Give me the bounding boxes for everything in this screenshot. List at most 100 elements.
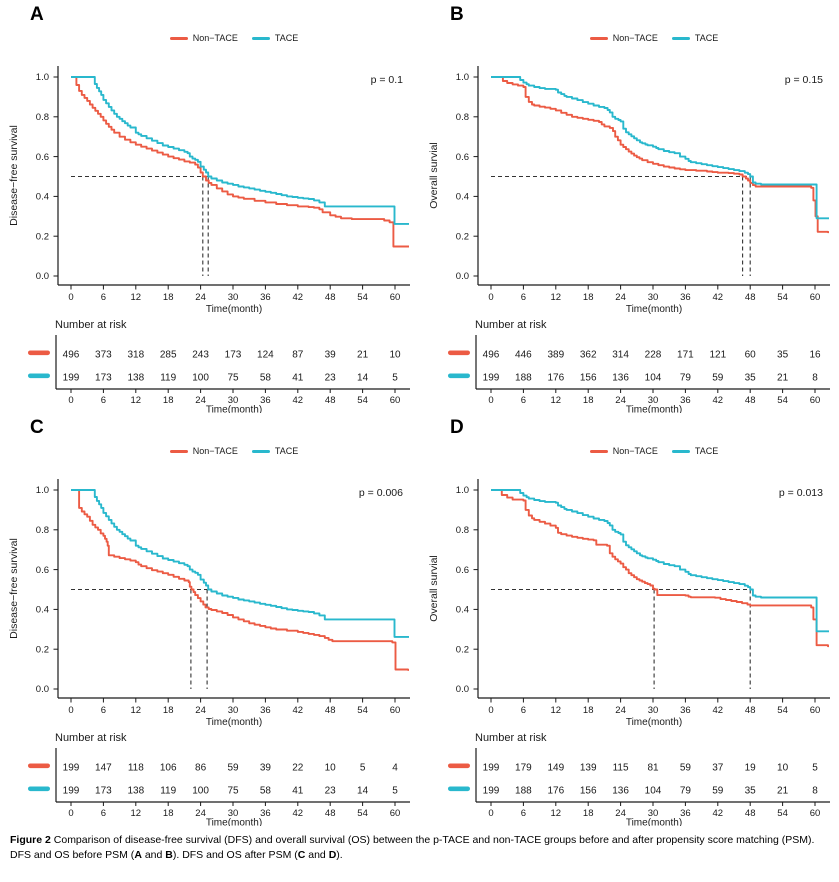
legend-swatch-non_tace [589, 36, 608, 40]
x-tick-label: 18 [163, 292, 174, 303]
risk-count: 228 [645, 350, 662, 361]
risk-x-tick-label: 12 [551, 808, 562, 819]
legend-label: Non−TACE [612, 446, 658, 456]
risk-count: 199 [63, 373, 80, 384]
y-tick-label: 1.0 [36, 72, 49, 83]
x-tick-label: 0 [68, 705, 73, 716]
risk-x-tick-label: 36 [260, 808, 271, 819]
x-tick-label: 6 [521, 705, 526, 716]
legend: Non−TACE TACE [58, 33, 410, 43]
y-tick-label: 0.0 [456, 271, 469, 282]
risk-x-tick-label: 42 [293, 395, 304, 406]
risk-count: 173 [95, 373, 112, 384]
risk-x-tick-label: 0 [68, 395, 73, 406]
risk-count: 41 [292, 373, 304, 384]
x-axis-title: Time(month) [626, 304, 682, 314]
x-tick-label: 6 [101, 705, 106, 716]
legend-label: Non−TACE [612, 33, 658, 43]
risk-x-tick-label: 30 [648, 808, 659, 819]
x-tick-label: 30 [648, 705, 659, 716]
legend: Non−TACE TACE [478, 33, 830, 43]
y-tick-label: 0.6 [36, 565, 49, 576]
risk-count: 8 [812, 373, 818, 384]
y-tick-label: 1.0 [456, 485, 469, 496]
risk-row-swatch-tace [448, 786, 470, 792]
y-tick-label: 0.0 [36, 684, 49, 695]
risk-count: 314 [612, 350, 629, 361]
x-tick-label: 54 [357, 705, 368, 716]
x-axis-title: Time(month) [626, 717, 682, 727]
risk-table-D: Number at risk 199 179 149 139 115 81 59 37 19 10 5… [448, 732, 830, 827]
x-tick-label: 54 [777, 705, 788, 716]
legend-swatch-non_tace [169, 36, 188, 40]
km-plot-D: 0.0 0.2 0.4 0.6 0.8 1.0 0 6 12 18 24 30 36 42 48 54 60 Ti… [428, 479, 830, 727]
risk-x-tick-label: 18 [163, 808, 174, 819]
km-curve-tace [491, 489, 829, 633]
risk-count: 176 [547, 373, 564, 384]
figure-caption: Figure 2 Comparison of disease-free surv… [10, 833, 832, 862]
risk-count: 389 [547, 350, 564, 361]
risk-x-tick-label: 24 [615, 395, 626, 406]
risk-x-tick-label: 0 [488, 808, 493, 819]
risk-count: 199 [63, 786, 80, 797]
risk-count: 37 [712, 763, 724, 774]
km-plot-C: 0.0 0.2 0.4 0.6 0.8 1.0 0 6 12 18 24 30 36 42 48 54 60 Ti… [8, 479, 410, 727]
x-tick-label: 12 [131, 292, 142, 303]
risk-count: 79 [680, 373, 692, 384]
p-value-label: p = 0.15 [785, 74, 823, 86]
risk-x-tick-label: 60 [810, 808, 821, 819]
risk-count: 5 [360, 763, 366, 774]
x-axis-title: Time(month) [206, 304, 262, 314]
y-axis-title: Disease−free survival [8, 125, 20, 226]
risk-x-tick-label: 42 [293, 808, 304, 819]
x-tick-label: 48 [745, 705, 756, 716]
risk-x-tick-label: 0 [488, 395, 493, 406]
risk-count: 35 [745, 786, 757, 797]
risk-count: 75 [227, 786, 239, 797]
y-tick-label: 0.6 [456, 152, 469, 163]
risk-x-tick-label: 48 [325, 395, 336, 406]
legend-swatch-tace [251, 449, 270, 453]
x-tick-label: 36 [680, 292, 691, 303]
risk-count: 496 [483, 350, 500, 361]
risk-count: 100 [192, 786, 209, 797]
risk-count: 199 [483, 373, 500, 384]
risk-x-tick-label: 36 [680, 395, 691, 406]
risk-count: 149 [547, 763, 564, 774]
risk-row-swatch-tace [448, 373, 470, 379]
risk-count: 199 [483, 763, 500, 774]
panel-letter-D: D [450, 417, 464, 438]
risk-count: 156 [580, 786, 597, 797]
legend: Non−TACE TACE [58, 446, 410, 456]
risk-x-tick-label: 6 [101, 395, 106, 406]
risk-count: 136 [612, 786, 629, 797]
caption-line: Figure 2 Comparison of disease-free surv… [10, 833, 832, 848]
y-tick-label: 0.8 [456, 112, 469, 123]
risk-x-tick-label: 60 [390, 808, 401, 819]
panel-D: D Non−TACE TACE 0.0 0.2 0.4 0.6 0.8 1.0 0 6 12 18 24 3… [420, 413, 839, 826]
legend-item: TACE [671, 33, 718, 43]
x-tick-label: 54 [357, 292, 368, 303]
risk-count: 139 [580, 763, 597, 774]
caption-bold-text: D [328, 848, 337, 861]
x-tick-label: 48 [325, 705, 336, 716]
risk-count: 188 [515, 373, 532, 384]
risk-count: 21 [777, 373, 789, 384]
legend-label: TACE [274, 446, 299, 456]
risk-x-tick-label: 30 [648, 395, 659, 406]
x-tick-label: 24 [615, 705, 626, 716]
y-tick-label: 0.4 [456, 605, 469, 616]
risk-x-tick-label: 60 [810, 395, 821, 406]
caption-text: ). DFS and OS after PSM ( [172, 848, 298, 861]
y-tick-label: 0.2 [36, 231, 49, 242]
risk-x-axis-title: Time(month) [626, 818, 682, 827]
risk-count: 373 [95, 350, 112, 361]
x-tick-label: 36 [680, 705, 691, 716]
legend-item: Non−TACE [589, 33, 658, 43]
x-tick-label: 48 [745, 292, 756, 303]
risk-x-tick-label: 12 [131, 395, 142, 406]
x-tick-label: 30 [228, 292, 239, 303]
km-curve-tace [71, 489, 409, 638]
risk-count: 23 [325, 373, 337, 384]
risk-row-swatch-tace [28, 373, 50, 379]
